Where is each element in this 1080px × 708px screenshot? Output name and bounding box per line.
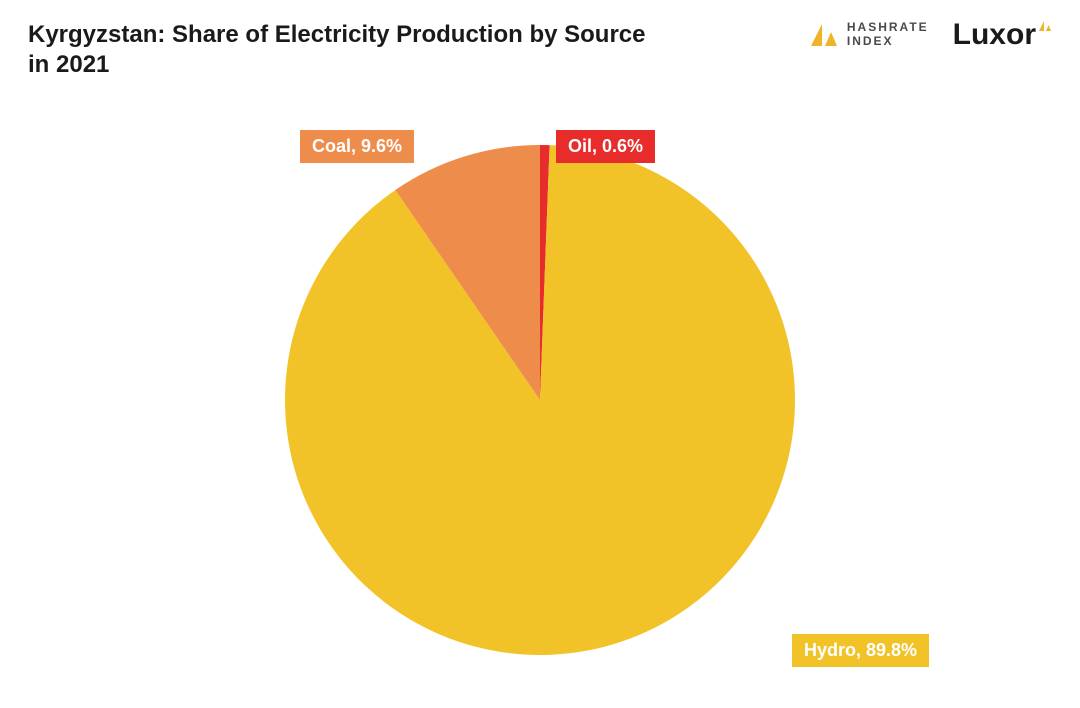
slice-label-oil: Oil, 0.6%: [556, 130, 655, 163]
slice-label-coal: Coal, 9.6%: [300, 130, 414, 163]
hashrate-line1: HASHRATE: [847, 21, 929, 35]
luxor-text: Luxor: [953, 20, 1036, 50]
hashrate-index-logo: HASHRATE INDEX: [809, 20, 929, 50]
hashrate-triangle-icon: [809, 20, 839, 50]
hashrate-text: HASHRATE INDEX: [847, 21, 929, 49]
slice-label-hydro: Hydro, 89.8%: [792, 634, 929, 667]
luxor-triangle-icon: [1038, 20, 1052, 32]
header: Kyrgyzstan: Share of Electricity Product…: [28, 20, 1052, 80]
pie-chart: Oil, 0.6% Hydro, 89.8% Coal, 9.6%: [0, 100, 1080, 708]
logo-group: HASHRATE INDEX Luxor: [809, 20, 1052, 50]
hashrate-line2: INDEX: [847, 35, 929, 49]
luxor-logo: Luxor: [953, 20, 1052, 50]
chart-title: Kyrgyzstan: Share of Electricity Product…: [28, 20, 648, 80]
